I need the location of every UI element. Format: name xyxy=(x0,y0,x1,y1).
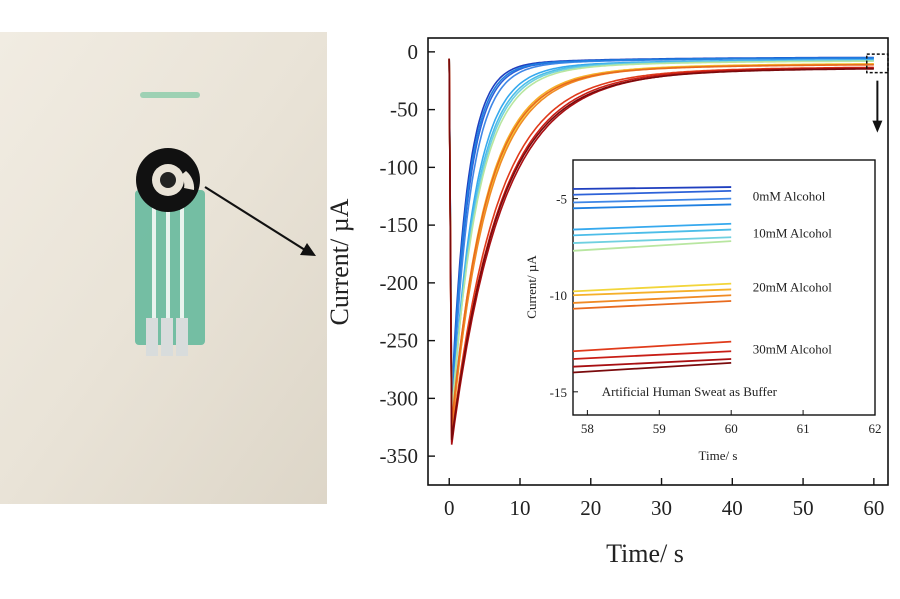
arm-sensor-photo xyxy=(0,32,327,504)
inset-series-line xyxy=(572,240,732,252)
inset-series-line xyxy=(572,228,732,237)
plot-frame xyxy=(427,37,889,486)
inset-x-tick-label: 62 xyxy=(869,421,882,436)
y-tick-label: -300 xyxy=(380,386,419,410)
inset-series-line xyxy=(572,282,732,293)
zoom-highlight-box xyxy=(866,53,889,74)
inset-y-axis-label: Current/ µA xyxy=(524,255,539,319)
sensor-strip-icon xyxy=(135,148,205,356)
y-tick-label: -150 xyxy=(380,213,419,237)
inset-annotations: 0mM Alcohol 10mM Alcohol 20mM Alcohol 30mM … xyxy=(602,189,832,399)
x-tick-label: 60 xyxy=(863,496,884,520)
main-axes: 0 10 20 30 40 50 60 0 -50 -100 -150 -200 -250 -300 -35… xyxy=(380,40,885,520)
inset-series-line xyxy=(572,340,732,353)
zoom-arrowhead xyxy=(872,120,883,133)
series-line xyxy=(448,58,874,441)
y-axis-label: Current/ µA xyxy=(325,198,354,325)
series-line xyxy=(448,58,874,416)
y-tick-label: -50 xyxy=(390,98,418,122)
y-tick-label: -200 xyxy=(380,271,419,295)
inset-series-line xyxy=(572,197,732,204)
inset-annotation: 0mM Alcohol xyxy=(753,189,826,204)
inset-series-line xyxy=(572,300,732,310)
inset-series-line xyxy=(572,294,732,304)
main-series xyxy=(448,56,874,445)
inset-y-tick-label: -5 xyxy=(556,192,567,207)
x-tick-label: 50 xyxy=(793,496,814,520)
inset-series-line xyxy=(572,222,732,231)
inset-series-line xyxy=(572,350,732,360)
inset-annotation: 30mM Alcohol xyxy=(753,341,832,356)
inset-series-line xyxy=(572,236,732,244)
inset-y-tick-label: -10 xyxy=(550,288,567,303)
inset-series-line xyxy=(572,190,732,196)
inset-x-tick-label: 59 xyxy=(653,421,666,436)
inset-series-line xyxy=(572,186,732,190)
x-tick-label: 10 xyxy=(510,496,531,520)
inset-series-line xyxy=(572,288,732,297)
inset-x-tick-label: 61 xyxy=(797,421,810,436)
inset-series xyxy=(572,186,732,374)
series-line xyxy=(448,58,874,424)
inset-annotation: 10mM Alcohol xyxy=(753,225,832,240)
y-tick-label: -350 xyxy=(380,444,419,468)
y-tick-label: 0 xyxy=(408,40,419,64)
pointer-arrowhead xyxy=(300,243,316,256)
mark-line xyxy=(140,92,200,98)
inset-x-tick-label: 58 xyxy=(581,421,594,436)
inset-series-line xyxy=(572,358,732,368)
inset-x-tick-label: 60 xyxy=(725,421,738,436)
inset-x-axis-label: Time/ s xyxy=(699,448,738,463)
inset-frame xyxy=(572,159,876,416)
x-tick-label: 40 xyxy=(722,496,743,520)
inset-axes: 58 59 60 61 62 -5 -10 -15 xyxy=(550,192,882,436)
x-axis-label: Time/ s xyxy=(606,539,684,568)
x-tick-label: 20 xyxy=(580,496,601,520)
inset-series-line xyxy=(572,361,732,374)
y-tick-label: -100 xyxy=(380,155,419,179)
inset-annotation: Artificial Human Sweat as Buffer xyxy=(602,384,778,399)
pointer-line xyxy=(204,186,306,251)
inset-series-line xyxy=(572,203,732,210)
series-line xyxy=(448,57,874,405)
x-tick-label: 0 xyxy=(444,496,455,520)
inset-y-tick-label: -15 xyxy=(550,385,567,400)
y-tick-label: -250 xyxy=(380,329,419,353)
inset-annotation: 20mM Alcohol xyxy=(753,280,832,295)
x-tick-label: 30 xyxy=(651,496,672,520)
